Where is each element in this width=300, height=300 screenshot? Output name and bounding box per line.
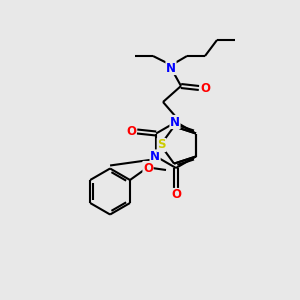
- Text: S: S: [157, 139, 166, 152]
- Text: N: N: [170, 116, 180, 128]
- Text: O: O: [200, 82, 210, 94]
- Text: N: N: [150, 150, 160, 163]
- Text: O: O: [126, 125, 136, 138]
- Text: N: N: [166, 61, 176, 74]
- Text: O: O: [171, 188, 181, 202]
- Text: O: O: [143, 161, 153, 175]
